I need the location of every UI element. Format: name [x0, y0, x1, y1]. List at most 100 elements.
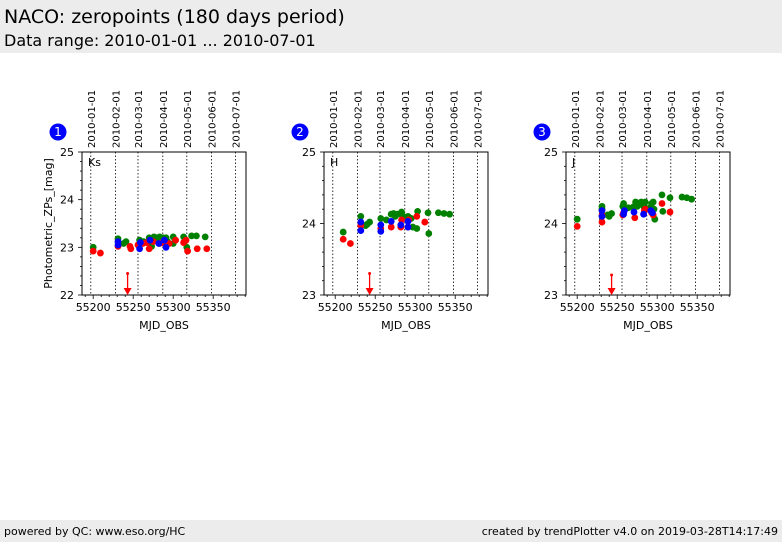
date-label: 2010-04-01 [401, 90, 412, 148]
date-label: 2010-05-01 [425, 90, 436, 148]
data-range: Data range: 2010-01-01 ... 2010-07-01 [4, 31, 316, 50]
panel-badge-number: 3 [538, 125, 546, 139]
date-label: 2010-04-01 [159, 90, 170, 148]
data-point-red [184, 247, 192, 255]
page-title: NACO: zeropoints (180 days period) [4, 6, 345, 28]
data-point-red [413, 212, 421, 220]
x-tick-label: 55300 [398, 301, 433, 314]
data-point-blue [649, 209, 656, 217]
data-point-blue [377, 227, 385, 235]
data-point-blue [404, 223, 412, 231]
data-point-green [424, 209, 432, 217]
data-point-green [633, 202, 641, 210]
x-tick-label: 55350 [196, 301, 231, 314]
plot-frame [565, 151, 731, 296]
y-tick-label: 24 [302, 218, 316, 231]
panel-badge [49, 123, 67, 141]
data-point-green [649, 198, 657, 206]
data-point-green [414, 207, 421, 215]
upper-limit-arrow-head [607, 288, 616, 295]
chart-panel-1: 2010-01-01 2010-02-01 2010-03-01 2010-04-01… [42, 90, 247, 332]
chart-panel-3: 2010-01-01 2010-02-01 2010-03-01 2010-04-01… [533, 90, 731, 332]
header: NACO: zeropoints (180 days period) Data … [0, 0, 782, 53]
data-point-blue [155, 240, 163, 247]
data-point-green [339, 228, 347, 236]
data-point-blue [146, 236, 154, 244]
filter-label: H [330, 156, 338, 169]
date-label: 2010-02-01 [596, 90, 607, 148]
chart-panel-2: 2010-01-01 2010-02-01 2010-03-01 2010-04-01… [291, 90, 489, 332]
panel-badge-number: 2 [296, 125, 304, 139]
data-point-green [666, 194, 674, 202]
date-label: 2010-05-01 [667, 90, 678, 148]
data-point-green [193, 232, 200, 240]
y-tick-label: 25 [302, 146, 316, 159]
data-point-blue [640, 210, 647, 218]
data-point-green [620, 200, 627, 207]
footer-created-by: created by trendPlotter v4.0 on 2019-03-… [481, 525, 778, 538]
x-axis-label: MJD_OBS [381, 319, 431, 332]
data-point-green [659, 207, 667, 215]
data-point-red [182, 236, 190, 244]
y-tick-label: 22 [60, 289, 74, 302]
data-point-green [122, 238, 130, 246]
data-point-blue [397, 221, 405, 229]
data-point-green [641, 198, 649, 206]
data-point-blue [630, 208, 638, 216]
plot-frame [81, 151, 247, 296]
date-label: 2010-07-01 [232, 90, 243, 148]
x-axis-label: MJD_OBS [623, 319, 673, 332]
data-point-red [339, 235, 347, 243]
x-tick-label: 55200 [76, 301, 111, 314]
data-point-red [145, 245, 153, 253]
data-point-green [608, 210, 615, 217]
x-tick-label: 55250 [358, 301, 393, 314]
data-point-green [377, 215, 385, 222]
panel-badge [291, 123, 309, 141]
x-tick-label: 55350 [438, 301, 473, 314]
data-point-red [193, 245, 201, 253]
data-point-red [347, 240, 354, 247]
data-point-red [89, 247, 97, 255]
x-tick-label: 55200 [318, 301, 353, 314]
filter-label: Ks [88, 156, 101, 169]
data-point-green [188, 232, 196, 240]
y-axis-label: Photometric_ZPs_[mag] [42, 158, 55, 289]
data-point-green [446, 210, 453, 218]
data-point-blue [136, 245, 144, 253]
x-tick-label: 55200 [560, 301, 595, 314]
data-point-green [201, 233, 209, 241]
data-point-blue [621, 207, 628, 215]
data-point-red [598, 218, 606, 226]
data-point-red [387, 223, 395, 231]
filter-label: J [571, 156, 575, 169]
date-label: 2010-05-01 [183, 90, 194, 148]
upper-limit-arrow-head [123, 288, 132, 295]
data-point-blue [357, 227, 365, 235]
data-point-blue [404, 217, 412, 225]
date-label: 2010-06-01 [692, 90, 703, 148]
data-point-red [203, 245, 211, 253]
data-point-red [398, 216, 405, 224]
x-axis-label: MJD_OBS [139, 319, 189, 332]
data-point-red [666, 208, 674, 216]
data-point-green [413, 225, 421, 232]
data-point-red [127, 245, 135, 253]
date-label: 2010-03-01 [618, 90, 629, 148]
data-point-green [440, 210, 448, 217]
date-label: 2010-01-01 [571, 90, 582, 148]
date-label: 2010-02-01 [112, 90, 123, 148]
data-point-blue [137, 239, 144, 246]
y-tick-label: 25 [544, 146, 558, 159]
footer: powered by QC: www.eso.org/HC created by… [0, 520, 782, 542]
charts-area: 2010-01-01 2010-02-01 2010-03-01 2010-04-01… [42, 90, 731, 332]
y-tick-label: 24 [60, 194, 74, 207]
data-point-blue [598, 212, 606, 220]
data-point-blue [598, 207, 606, 215]
arrow-origin [610, 273, 614, 277]
data-point-red [631, 214, 639, 222]
data-point-green [357, 212, 365, 220]
data-point-red [97, 249, 104, 257]
date-label: 2010-01-01 [87, 90, 98, 148]
data-point-blue [114, 241, 122, 249]
